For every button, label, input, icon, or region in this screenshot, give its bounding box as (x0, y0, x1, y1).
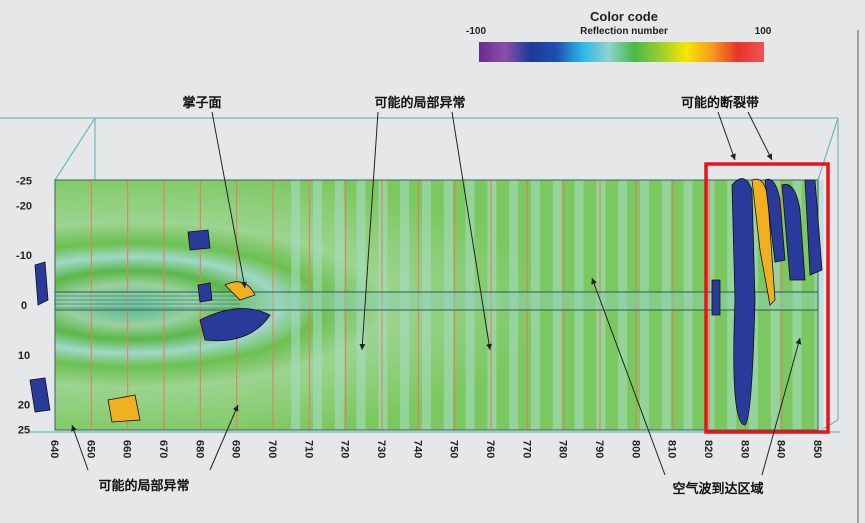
x-tick-label: 830 (738, 440, 750, 458)
x-tick-label: 850 (811, 440, 823, 458)
anomaly-arrow-3 (71, 424, 89, 471)
x-tick-label: 710 (302, 440, 314, 458)
anomaly-arrow-4 (209, 404, 239, 471)
fault-zone-highlight-box (704, 162, 830, 434)
x-tick-label: 690 (230, 440, 242, 458)
x-tick-label: 700 (266, 440, 278, 458)
tunnel-tube (54, 291, 819, 311)
y-tick-label: -25 (16, 176, 32, 188)
label-local-anomaly-bottom: 可能的局部异常 (98, 478, 189, 494)
y-tick-label: -10 (16, 250, 32, 262)
y-tick-label: 20 (18, 400, 30, 412)
x-tick-label: 720 (339, 440, 351, 458)
x-tick-label: 680 (193, 440, 205, 458)
color-code-max: 100 (755, 26, 772, 37)
x-tick-label: 770 (520, 440, 532, 458)
y-axis-ticks: -25 -20 -10 0 10 20 25 (16, 176, 32, 437)
fault-arrow-2 (747, 111, 773, 161)
x-tick-label: 670 (157, 440, 169, 458)
annotations (71, 111, 802, 476)
x-tick-label: 810 (666, 440, 678, 458)
tunnel-face-arrow (211, 111, 247, 289)
x-tick-label: 740 (411, 440, 423, 458)
color-code-min: -100 (466, 26, 486, 37)
x-tick-label: 730 (375, 440, 387, 458)
color-code-bar (479, 42, 764, 62)
x-tick-label: 660 (121, 440, 133, 458)
x-tick-label: 790 (593, 440, 605, 458)
x-tick-label: 640 (48, 440, 60, 458)
color-code-legend: Color code Reflection number -100 100 (466, 9, 772, 62)
air-wave-arrow-2 (761, 337, 802, 476)
label-fault-zone: 可能的断裂带 (681, 95, 759, 111)
label-air-wave-zone: 空气波到达区域 (672, 481, 763, 497)
x-tick-label: 800 (629, 440, 641, 458)
label-tunnel-face: 掌子面 (182, 95, 221, 111)
label-local-anomaly-top: 可能的局部异常 (374, 95, 465, 111)
x-axis-ticks: 640 650 660 670 680 690 700 710 720 730 740 750 760 7… (48, 440, 823, 458)
x-tick-label: 840 (775, 440, 787, 458)
y-tick-label: 10 (18, 350, 30, 362)
y-tick-label: 25 (18, 425, 30, 437)
color-code-title: Color code (590, 9, 658, 24)
color-code-subtitle: Reflection number (580, 26, 668, 37)
y-tick-label: -20 (16, 200, 32, 212)
reflection-image (29, 178, 824, 431)
x-tick-label: 820 (702, 440, 714, 458)
fault-arrow-1 (717, 111, 736, 161)
y-tick-label: 0 (21, 300, 27, 312)
x-tick-label: 780 (557, 440, 569, 458)
x-tick-label: 750 (448, 440, 460, 458)
air-wave-arrow-1 (591, 277, 666, 476)
anomaly-arrow-1 (359, 111, 379, 351)
anomaly-arrow-2 (451, 111, 493, 351)
x-tick-label: 760 (484, 440, 496, 458)
x-tick-label: 650 (84, 440, 96, 458)
